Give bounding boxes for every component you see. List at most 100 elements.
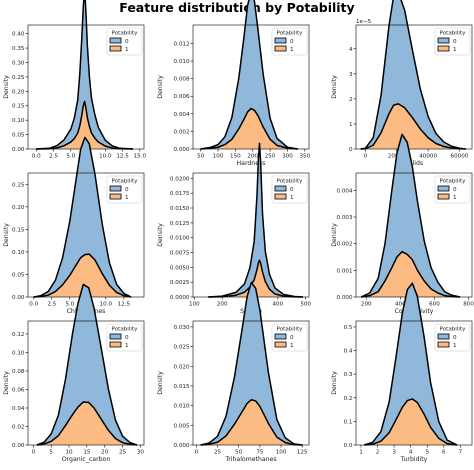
y-tick-label: 0.0200 [170,176,190,182]
x-tick-label: 3 [392,450,396,456]
line-series-1 [208,259,303,298]
y-tick-label: 0.025 [173,345,189,351]
legend-label-0: 0 [290,335,294,341]
legend-label-1: 1 [453,343,457,349]
y-tick-label: 1 [349,122,353,128]
y-tick-label: 0.004 [336,188,352,194]
area-series-1 [36,401,137,445]
y-tick-label: 0.000 [336,295,352,301]
legend: Potability 0 1 [434,175,471,204]
y-tick-label: 0.008 [173,77,189,83]
x-tick-label: 30 [137,450,145,456]
x-tick-label: 2.5 [49,154,58,160]
y-tick-label: 0.000 [173,443,189,449]
x-tick-label: 200 [217,302,228,308]
x-tick-label: 125 [297,450,308,456]
x-tick-label: 300 [282,154,293,160]
x-tick-label: 5.0 [65,302,74,308]
panels-container: 0.02.55.07.510.012.515.00.000.050.100.15… [3,0,474,463]
legend-swatch-0 [274,37,287,44]
y-tick-label: 0.15 [12,227,25,233]
area-series-0 [364,283,458,445]
area-series-1 [200,108,298,149]
x-tick-label: 40000 [419,154,437,160]
x-tick-label: 15 [83,450,91,456]
line-series-1 [200,107,298,150]
x-tick-label: 100 [213,154,224,160]
legend-title: Potability [277,179,304,185]
area-series-1 [208,260,303,297]
line-series-0 [200,0,299,150]
y-tick-label: 0.06 [12,387,25,393]
x-tick-label: 0 [195,450,199,456]
y-tick-label: 0.10 [12,118,25,124]
y-tick-label: 0.40 [12,32,25,38]
legend-label-0: 0 [453,39,457,45]
x-axis-label: Trihalomethanes [224,456,276,463]
legend-swatch-1 [109,193,122,200]
line-series-1 [361,250,461,298]
x-tick-label: 150 [230,154,241,160]
area-series-1 [361,251,461,297]
y-offset-label: 1e−5 [356,19,372,25]
legend-title: Potability [112,327,139,333]
x-tick-label: 600 [429,302,440,308]
y-axis-label: Density [157,371,164,395]
x-tick-label: 100 [276,450,287,456]
legend-label-1: 1 [125,195,129,201]
y-tick-label: 3 [349,72,353,78]
x-axis-label: Hardness [237,160,266,167]
y-tick-label: 0.20 [12,89,25,95]
y-tick-label: 0.0150 [170,206,190,212]
y-tick-label: 0.002 [336,242,352,248]
legend-label-0: 0 [125,187,129,193]
line-series-0 [360,133,461,298]
y-tick-label: 0.00 [12,295,25,301]
panel-solids: 020000400006000001234SolidsDensity1e−5Po… [331,0,473,167]
area-series-1 [33,254,132,297]
area-series-1 [200,399,303,445]
legend-label-0: 0 [125,335,129,341]
panel-chloramines: 0.02.55.07.510.012.50.000.050.100.150.20… [3,136,145,315]
y-axis-label: Density [157,223,164,247]
panel-turbidity: 1 2 3 4 5 6 7 0.0 0.1 0.2 0.3 0.4 0.5 Turbidity Densit… [331,282,473,463]
legend: Potability 0 1 [106,323,143,352]
line-series-1 [364,398,458,446]
x-tick-label: 400 [395,302,406,308]
y-tick-label: 0.15 [12,104,25,110]
y-tick-label: 2 [349,97,353,103]
y-tick-label: 0.12 [12,332,24,338]
y-axis-label: Density [3,75,10,99]
x-tick-label: 20 [101,450,109,456]
line-series-0 [208,142,303,298]
legend-title: Potability [440,179,467,185]
x-tick-label: 0 [32,450,36,456]
line-series-1 [33,253,132,298]
legend-swatch-0 [109,333,122,340]
legend-swatch-0 [109,185,122,192]
axes-frame [355,320,473,446]
y-tick-label: 4 [349,47,353,53]
y-axis-label: Density [3,371,10,395]
legend-title: Potability [440,327,467,333]
x-tick-label: 5.0 [66,154,75,160]
x-tick-label: 2 [376,450,380,456]
y-tick-label: 0.0075 [170,251,190,257]
y-tick-label: 0.002 [173,129,189,135]
y-tick-label: 0.0050 [170,265,190,271]
x-tick-label: 6 [442,450,446,456]
area-series-1 [364,398,458,445]
legend-label-0: 0 [125,39,129,45]
y-tick-label: 0.0175 [170,191,190,197]
y-tick-label: 0.02 [12,424,24,430]
line-series-1 [36,100,133,150]
y-axis-label: Density [331,223,338,247]
legend-label-1: 1 [290,47,294,53]
x-tick-label: 0.0 [32,154,41,160]
legend-label-1: 1 [125,343,129,349]
legend-swatch-0 [109,37,122,44]
y-axis-label: Density [157,75,164,99]
legend-title: Potability [112,31,139,37]
legend: Potability 0 1 [106,27,143,56]
y-tick-label: 0.010 [173,404,189,410]
